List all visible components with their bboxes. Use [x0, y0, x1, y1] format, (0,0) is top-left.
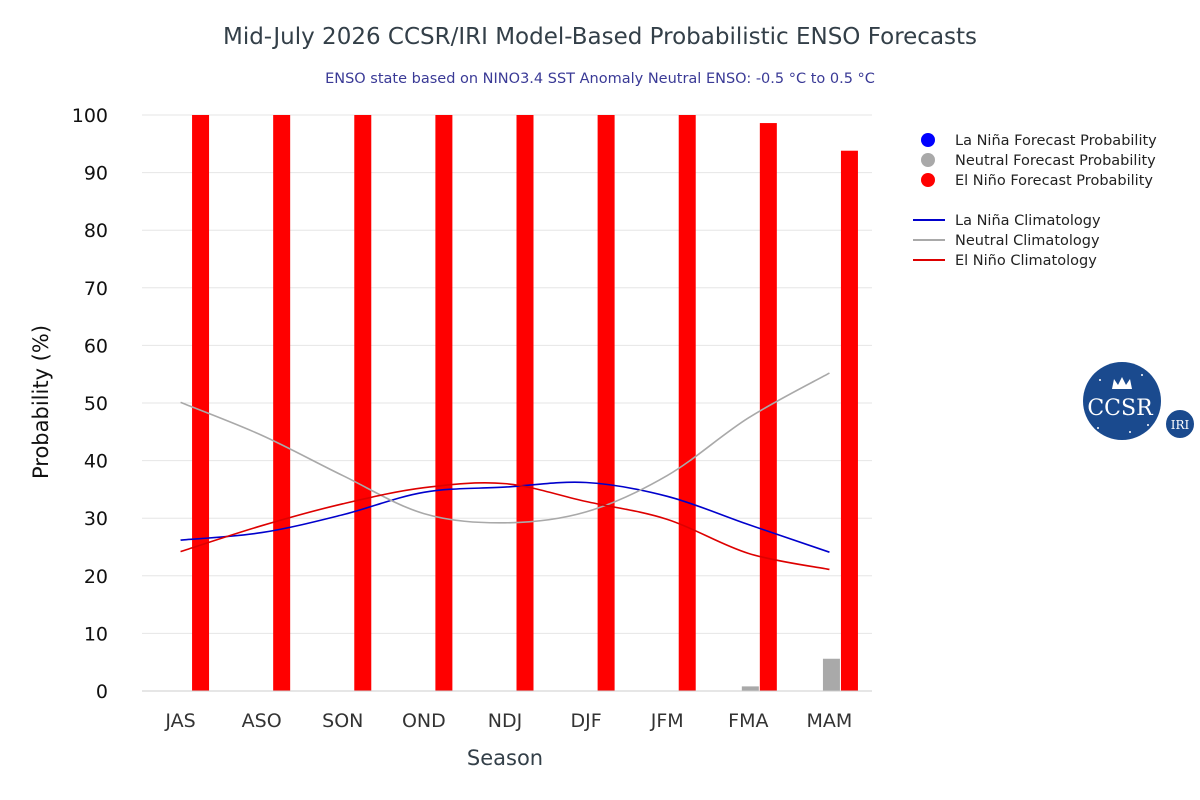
x-tick-labels: JAS ASO SON OND NDJ DJF JFM FMA MAM [164, 710, 852, 732]
bar [597, 115, 615, 691]
y-tick-label: 10 [84, 623, 108, 645]
legend-item-label: Neutral Forecast Probability [955, 153, 1156, 169]
logo-circle [1083, 362, 1161, 440]
legend-item-label: El Niño Forecast Probability [955, 173, 1153, 189]
chart-title: Mid-July 2026 CCSR/IRI Model-Based Proba… [223, 24, 977, 50]
chart-subtitle: ENSO state based on NINO3.4 SST Anomaly … [325, 71, 875, 87]
x-tick-label: OND [402, 710, 446, 732]
climatology-line [180, 372, 830, 524]
bar [354, 115, 372, 691]
legend-item-label: Neutral Climatology [955, 233, 1100, 249]
x-tick-label: ASO [242, 710, 282, 732]
x-tick-label: SON [322, 710, 363, 732]
logo-star [1097, 427, 1099, 429]
y-tick-label: 70 [84, 278, 108, 300]
climatology-line [180, 481, 830, 553]
bar [435, 115, 453, 691]
x-tick-label: NDJ [488, 710, 522, 732]
grid-lines [142, 114, 872, 634]
logo-star [1147, 424, 1149, 426]
climatology-line [180, 482, 830, 571]
y-tick-label: 0 [96, 681, 108, 703]
x-tick-label: MAM [807, 710, 853, 732]
y-tick-label: 30 [84, 508, 108, 530]
x-tick-label: FMA [728, 710, 768, 732]
x-axis-label: Season [467, 746, 543, 770]
ccsr-logo: CCSR IRI [1083, 362, 1196, 440]
bar [840, 150, 858, 691]
y-tick-label: 90 [84, 163, 108, 185]
x-tick-label: JAS [164, 710, 195, 732]
x-tick-label: JFM [650, 710, 684, 732]
y-tick-labels: 0 10 20 30 40 50 60 70 80 90 100 [72, 105, 108, 703]
legend: La Niña Forecast Probability Neutral Fore… [913, 133, 1157, 269]
y-tick-label: 80 [84, 220, 108, 242]
legend-marker [921, 153, 935, 167]
bar [273, 115, 291, 691]
logo-badge-text: IRI [1171, 418, 1190, 432]
y-tick-label: 50 [84, 393, 108, 415]
legend-item-label: El Niño Climatology [955, 253, 1097, 269]
y-tick-label: 100 [72, 105, 108, 127]
crown-icon [1112, 377, 1132, 389]
legend-marker [921, 133, 935, 147]
y-tick-label: 40 [84, 451, 108, 473]
logo-star [1099, 379, 1101, 381]
bar [759, 123, 777, 691]
logo-star [1129, 431, 1131, 433]
y-tick-label: 20 [84, 566, 108, 588]
climatology-lines [180, 372, 830, 571]
legend-item-label: La Niña Climatology [955, 213, 1101, 229]
bar [516, 115, 534, 691]
bars [192, 115, 858, 691]
logo-badge-circle [1164, 408, 1196, 440]
legend-marker [921, 173, 935, 187]
y-axis-label: Probability (%) [29, 325, 53, 479]
logo-star [1141, 374, 1143, 376]
y-tick-label: 60 [84, 335, 108, 357]
logo-main-text: CCSR [1087, 396, 1154, 421]
bar [678, 115, 696, 691]
bar [741, 686, 759, 691]
bar [822, 658, 840, 691]
legend-item-label: La Niña Forecast Probability [955, 133, 1157, 149]
x-tick-label: DJF [571, 710, 602, 732]
bar [192, 115, 210, 691]
